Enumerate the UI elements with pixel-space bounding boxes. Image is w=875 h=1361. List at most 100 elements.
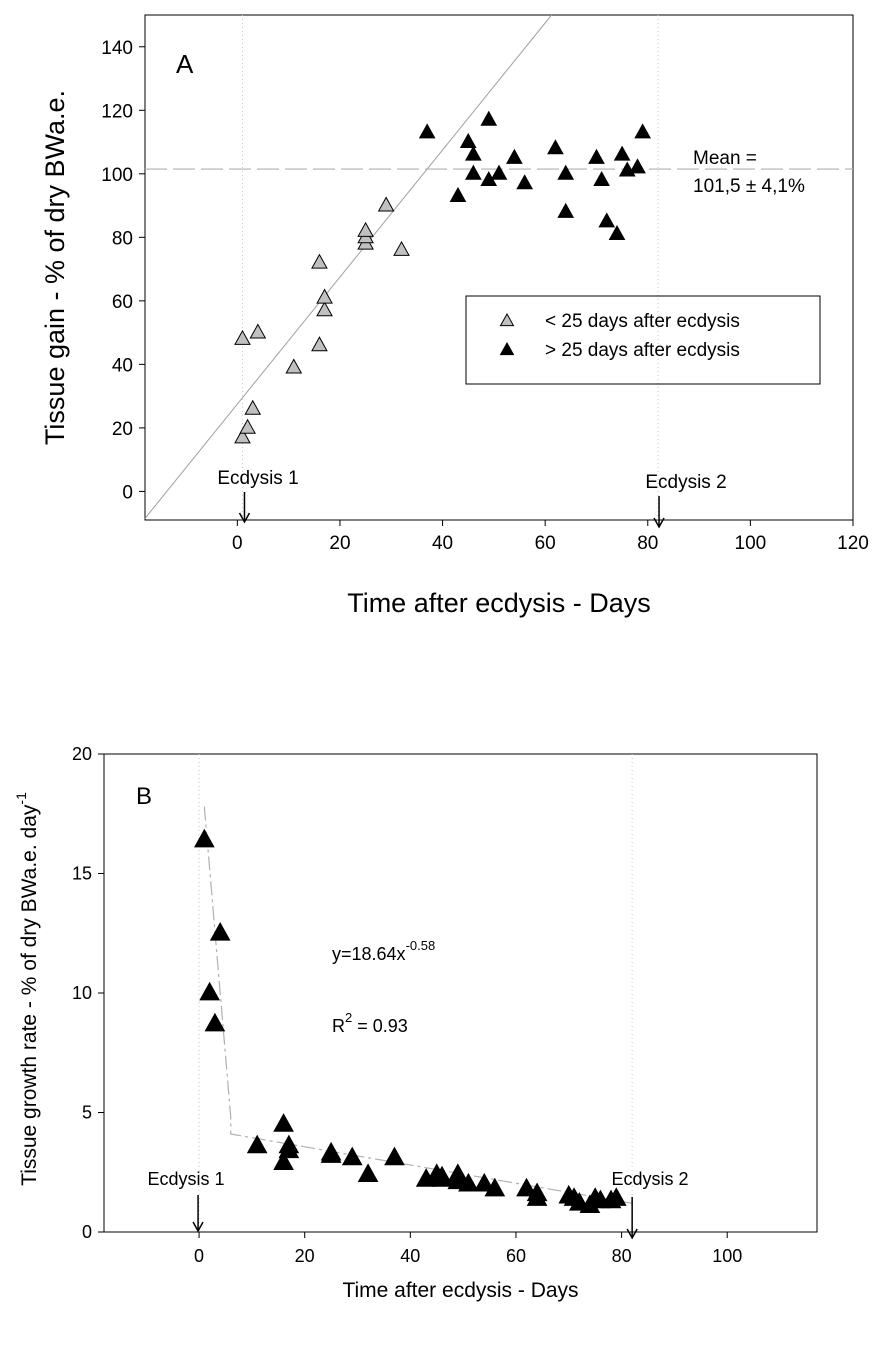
data-point (431, 1168, 453, 1187)
late-data-point (506, 148, 523, 164)
y-axis-label-main: Tissue growth rate - % of dry BWa.e. day (18, 804, 41, 1186)
panel-a-x-axis-label: Time after ecdysis - Days (347, 588, 651, 618)
r2-value: = 0.93 (352, 1016, 408, 1036)
late-data-point (608, 225, 626, 241)
y-tick-label: 10 (72, 983, 92, 1003)
data-point (458, 1172, 479, 1192)
x-tick-label: 20 (329, 533, 350, 554)
ecdysis-2-label: Ecdysis 2 (645, 472, 726, 493)
late-data-point (613, 145, 631, 161)
legend-entry: < 25 days after ecdysis (545, 311, 740, 332)
r2-exponent: 2 (345, 1010, 352, 1025)
data-point (357, 1163, 379, 1182)
data-point (273, 1113, 294, 1132)
early-data-point (249, 323, 267, 339)
panel-b-label: B (136, 783, 152, 810)
x-tick-label: 100 (735, 533, 767, 554)
late-data-point (464, 164, 482, 180)
late-data-point (480, 110, 498, 126)
data-point (516, 1177, 537, 1197)
early-data-point (377, 196, 395, 212)
data-point (320, 1141, 342, 1161)
panel-a-plot-frame (144, 14, 854, 521)
y-tick-label: 0 (122, 482, 133, 503)
x-tick-label: 0 (194, 1246, 204, 1266)
x-tick-label: 60 (506, 1246, 526, 1266)
late-data-point (464, 145, 482, 161)
late-data-point (516, 174, 534, 190)
ecdysis-2-arrow-head (626, 1228, 638, 1240)
data-point (473, 1172, 495, 1192)
y-tick-label: 0 (82, 1222, 92, 1242)
equation-annotation: y=18.64x-0.58 (332, 938, 435, 964)
data-point (526, 1187, 548, 1206)
data-point (484, 1177, 506, 1197)
x-tick-label: 40 (400, 1246, 420, 1266)
early-data-point (393, 240, 410, 256)
early-data-point (316, 301, 333, 317)
ecdysis-1-label: Ecdysis 1 (217, 468, 298, 489)
data-point (246, 1134, 268, 1154)
data-point (209, 921, 231, 941)
x-tick-label: 120 (837, 533, 869, 554)
legend-box (465, 295, 821, 385)
equation-base: y=18.64x (332, 944, 406, 964)
data-point (204, 1012, 226, 1032)
data-point (341, 1146, 363, 1166)
x-tick-label: 40 (432, 533, 453, 554)
y-tick-label: 140 (101, 38, 133, 59)
late-data-point (593, 171, 610, 187)
x-tick-label: 80 (612, 1246, 632, 1266)
data-point (384, 1146, 405, 1166)
x-tick-label: 100 (712, 1246, 742, 1266)
ecdysis-1-label: Ecdysis 1 (147, 1169, 224, 1189)
r-squared-annotation: R2 = 0.93 (332, 1010, 408, 1036)
early-data-point (239, 418, 256, 434)
y-tick-label: 40 (112, 355, 133, 376)
data-point (605, 1187, 627, 1206)
late-data-point (547, 139, 564, 155)
y-tick-label: 5 (82, 1103, 92, 1123)
late-data-point (449, 186, 467, 202)
early-data-point (311, 253, 328, 269)
regression-line (144, 14, 552, 519)
legend-entry: > 25 days after ecdysis (545, 340, 740, 361)
y-tick-label: 15 (72, 864, 92, 884)
early-data-point (311, 336, 328, 352)
late-data-point (418, 123, 436, 139)
ecdysis-2-label: Ecdysis 2 (611, 1169, 688, 1189)
panel-a-label: A (176, 49, 194, 79)
panel-a-y-axis-label: Tissue gain - % of dry BWa.e. (40, 90, 70, 445)
x-tick-label: 80 (637, 533, 658, 554)
y-tick-label: 120 (101, 101, 133, 122)
ecdysis-1-arrow-head (238, 512, 251, 524)
y-tick-label: 100 (101, 165, 133, 186)
early-data-point (285, 358, 303, 374)
legend-marker (499, 341, 515, 356)
late-data-point (629, 158, 646, 174)
early-data-point (357, 221, 374, 237)
legend-marker (499, 312, 515, 327)
data-point (273, 1151, 294, 1171)
y-tick-label: 80 (112, 228, 133, 249)
late-data-point (490, 164, 508, 180)
panel-b-y-axis-label: Tissue growth rate - % of dry BWa.e. day… (13, 792, 41, 1186)
early-data-point (234, 329, 251, 345)
late-data-point (634, 123, 652, 139)
x-tick-label: 20 (295, 1246, 315, 1266)
early-data-point (316, 288, 333, 304)
late-data-point (459, 132, 477, 148)
early-data-point (244, 399, 262, 415)
power-fit-line (203, 806, 633, 1204)
y-tick-label: 20 (72, 744, 92, 764)
x-tick-label: 60 (535, 533, 556, 554)
ecdysis-1-arrow-head (192, 1221, 204, 1233)
panel-a-legend: < 25 days after ecdysis > 25 days after e… (465, 295, 821, 385)
data-point (193, 828, 215, 848)
mean-annotation-line1: Mean = (693, 148, 757, 169)
data-point (278, 1139, 300, 1159)
late-data-point (557, 202, 575, 218)
mean-annotation-line2: 101,5 ± 4,1% (693, 176, 805, 197)
early-data-point (234, 428, 251, 444)
